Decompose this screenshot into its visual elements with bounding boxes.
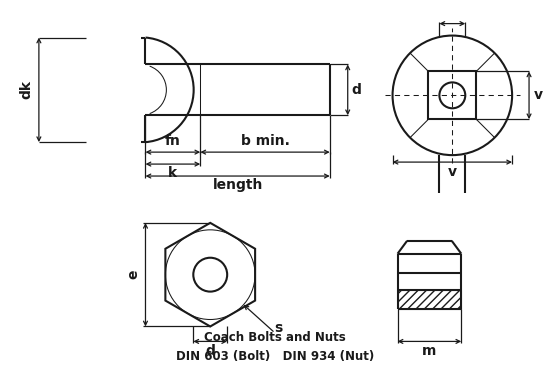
Text: d: d xyxy=(352,83,362,97)
Text: v: v xyxy=(534,88,542,102)
Text: Coach Bolts and Nuts
DIN 603 (Bolt)   DIN 934 (Nut): Coach Bolts and Nuts DIN 603 (Bolt) DIN … xyxy=(176,331,374,363)
Text: fn: fn xyxy=(165,134,181,148)
Text: v: v xyxy=(448,165,457,179)
Text: e: e xyxy=(126,270,141,279)
Text: s: s xyxy=(274,321,282,335)
Text: k: k xyxy=(168,166,178,180)
Text: dk: dk xyxy=(19,80,33,99)
Text: length: length xyxy=(212,178,263,192)
Text: b min.: b min. xyxy=(240,134,289,148)
Text: m: m xyxy=(422,344,437,358)
Text: d: d xyxy=(205,344,215,358)
Polygon shape xyxy=(398,289,461,308)
